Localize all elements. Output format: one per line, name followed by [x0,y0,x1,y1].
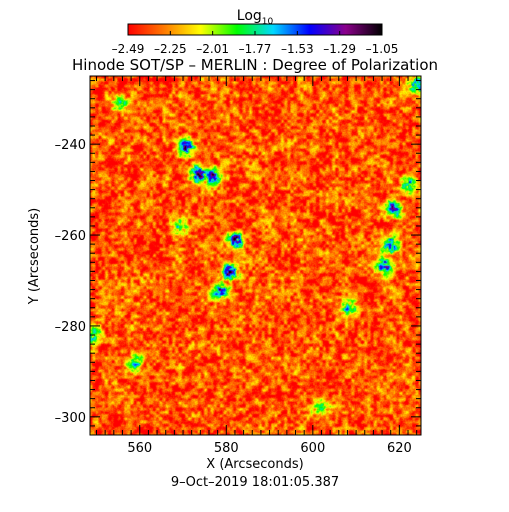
colorbar: Log10 –2.49 –2.25 –2.01 –1.77 –1.53 –1.29 –1.0… [112,8,399,56]
colorbar-tick-label: –2.25 [154,42,187,56]
y-tick-label: –260 [55,229,86,244]
colorbar-tick-label: –1.53 [281,42,314,56]
colorbar-ticks [127,31,383,35]
plot-area: 560 580 600 620 –300 –280 –260 –240 [55,75,422,456]
x-tick-label: 580 [214,441,239,456]
observation-date: 9–Oct–2019 18:01:05.387 [171,475,339,490]
x-tick-label: 600 [300,441,325,456]
colorbar-tick-label: –1.05 [366,42,399,56]
y-tick-label: –280 [55,320,86,335]
colorbar-tick-label: –2.01 [196,42,229,56]
plot-frame [89,75,422,436]
x-tick-labels: 560 580 600 620 [127,441,411,456]
x-axis-label: X (Arcseconds) [206,457,303,472]
colorbar-title: Log10 [237,8,274,27]
x-axis-ticks [95,76,418,435]
y-tick-label: –300 [55,411,86,426]
heatmap-image [90,76,421,435]
chart-title: Hinode SOT/SP – MERLIN : Degree of Polar… [72,56,438,74]
y-tick-labels: –300 –280 –260 –240 [55,138,86,426]
colorbar-tick-label: –2.49 [112,42,145,56]
colorbar-tick-label: –1.77 [239,42,272,56]
y-tick-label: –240 [55,138,86,153]
y-axis-label: Y (Arcseconds) [27,208,42,305]
colorbar-tick-label: –1.29 [323,42,356,56]
y-axis-ticks [90,80,421,427]
x-tick-label: 560 [127,441,152,456]
x-tick-label: 620 [387,441,412,456]
colorbar-tick-labels: –2.49 –2.25 –2.01 –1.77 –1.53 –1.29 –1.05 [112,42,399,56]
